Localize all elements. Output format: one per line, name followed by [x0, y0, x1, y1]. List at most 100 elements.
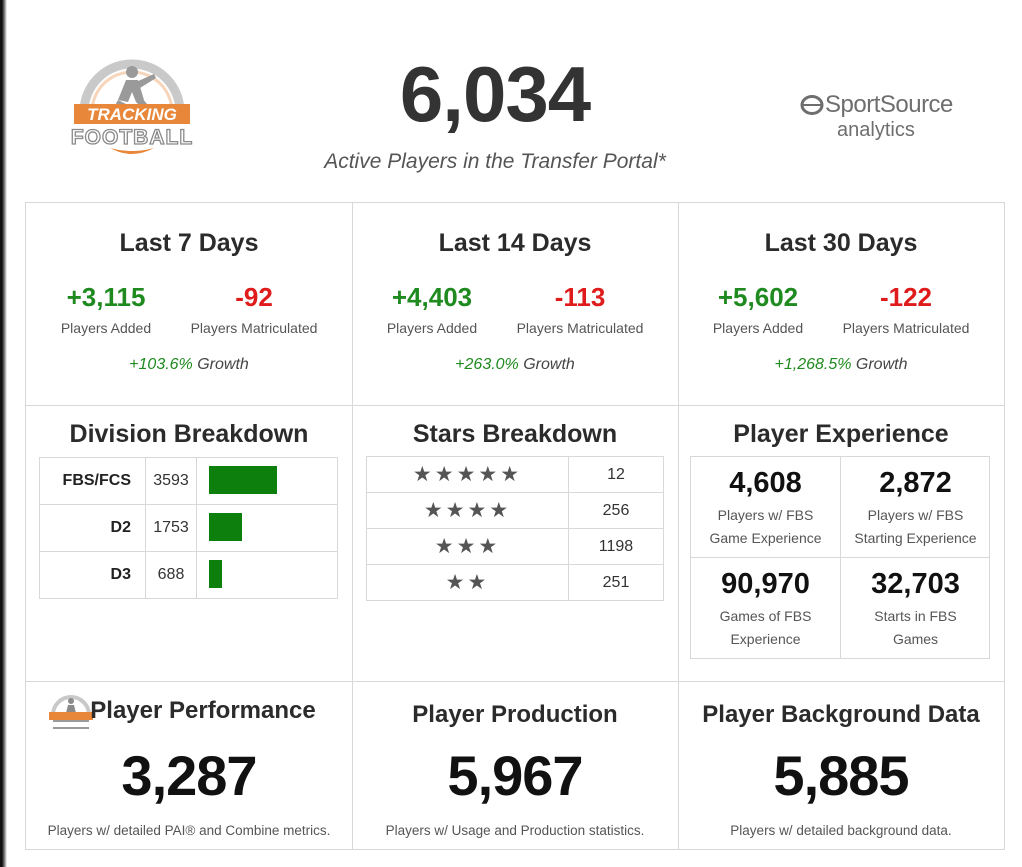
- division-bar: [209, 560, 222, 588]
- grid-divider: [26, 681, 1004, 682]
- players-added-value: +3,115: [66, 282, 146, 312]
- period-title: Last 7 Days: [119, 229, 259, 257]
- experience-value: 90,970: [721, 568, 810, 600]
- division-bar-cell: [196, 457, 338, 505]
- player-production-value: 5,967: [447, 744, 583, 807]
- experience-label-line1: Games of FBS: [719, 608, 812, 624]
- period-card-7-days: Last 7 Days +3,115 Players Added -92 Pla…: [26, 203, 352, 405]
- division-breakdown-title: Division Breakdown: [69, 420, 309, 448]
- division-bar-cell: [196, 504, 338, 552]
- experience-stat: 32,703 Starts in FBS Games: [841, 558, 990, 658]
- experience-stat: 2,872 Players w/ FBS Starting Experience: [841, 457, 990, 557]
- grid-divider: [26, 405, 1004, 406]
- players-added-label: Players Added: [60, 320, 152, 336]
- player-performance-value: 3,287: [121, 744, 257, 807]
- grid-divider: [691, 557, 989, 558]
- division-count: 688: [145, 551, 197, 599]
- experience-label-line1: Players w/ FBS: [717, 507, 814, 523]
- player-performance-card: Player Performance 3,287 Players w/ deta…: [26, 681, 352, 849]
- table-row: ★★★ 1198: [366, 528, 664, 565]
- player-production-title: Player Production: [412, 701, 618, 728]
- growth-word: Growth: [523, 356, 575, 373]
- window-edge: [0, 0, 7, 867]
- grid-divider: [678, 203, 679, 849]
- experience-value: 32,703: [871, 568, 960, 600]
- table-row: D2 1753: [39, 504, 338, 552]
- sportsource-name: SportSource: [825, 91, 953, 118]
- experience-label-line2: Game Experience: [709, 530, 822, 546]
- players-matriculated-label: Players Matriculated: [190, 320, 318, 336]
- table-row: FBS/FCS 3593: [39, 457, 338, 505]
- players-added-label: Players Added: [712, 320, 804, 336]
- period-title: Last 14 Days: [438, 229, 592, 257]
- growth-text: +1,268.5% Growth: [678, 356, 1004, 374]
- experience-grid: 4,608 Players w/ FBS Game Experience 2,87…: [690, 456, 990, 659]
- star-count: 1198: [568, 528, 664, 565]
- stats-grid: Last 7 Days +3,115 Players Added -92 Pla…: [25, 202, 1005, 850]
- stars-breakdown-title: Stars Breakdown: [412, 420, 618, 448]
- division-bar: [209, 513, 242, 541]
- stars-table: ★★★★★ 12 ★★★★ 256 ★★★ 1198 ★★ 251: [366, 456, 664, 601]
- division-count: 3593: [145, 457, 197, 505]
- star-count: 12: [568, 456, 664, 493]
- table-row: ★★ 251: [366, 564, 664, 601]
- experience-stat: 90,970 Games of FBS Experience: [691, 558, 840, 658]
- period-card-30-days: Last 30 Days +5,602 Players Added -122 P…: [678, 203, 1004, 405]
- star-rating-icon: ★★★: [366, 528, 569, 565]
- period-title: Last 30 Days: [764, 229, 918, 257]
- growth-text: +103.6% Growth: [26, 356, 352, 374]
- period-card-14-days: Last 14 Days +4,403 Players Added -113 P…: [352, 203, 678, 405]
- experience-label-line2: Starting Experience: [854, 530, 977, 546]
- experience-label-line1: Starts in FBS: [874, 608, 957, 624]
- players-matriculated-value: -122: [879, 282, 933, 312]
- growth-value: +1,268.5%: [774, 356, 852, 373]
- experience-value: 4,608: [729, 467, 802, 499]
- division-name: D2: [39, 504, 146, 552]
- division-bar: [209, 466, 277, 494]
- growth-word: Growth: [197, 356, 249, 373]
- players-matriculated-label: Players Matriculated: [842, 320, 970, 336]
- experience-label-line2: Experience: [730, 631, 801, 647]
- player-background-label: Players w/ detailed background data.: [730, 823, 952, 838]
- growth-text: +263.0% Growth: [352, 356, 678, 374]
- growth-value: +263.0%: [455, 356, 519, 373]
- experience-value: 2,872: [879, 467, 952, 499]
- player-experience-card: Player Experience 4,608 Players w/ FBS Ga…: [678, 405, 1004, 681]
- division-breakdown-card: Division Breakdown FBS/FCS 3593 D2 1753 …: [26, 405, 352, 681]
- players-added-value: +5,602: [717, 282, 799, 312]
- player-performance-title: Player Performance: [90, 697, 316, 724]
- table-row: ★★★★★ 12: [366, 456, 664, 493]
- player-background-title: Player Background Data: [702, 701, 980, 728]
- sportsource-mark-icon: [800, 95, 824, 115]
- players-matriculated-label: Players Matriculated: [516, 320, 644, 336]
- players-added-value: +4,403: [391, 282, 473, 312]
- experience-label-line1: Players w/ FBS: [867, 507, 964, 523]
- tracking-football-logo: TRACKING FOOTBALL: [70, 52, 194, 158]
- experience-label-line2: Games: [892, 631, 939, 647]
- players-matriculated-value: -92: [235, 282, 273, 312]
- division-name: FBS/FCS: [39, 457, 146, 505]
- star-count: 256: [568, 492, 664, 529]
- growth-value: +103.6%: [129, 356, 193, 373]
- page-subtitle: Active Players in the Transfer Portal*: [324, 150, 666, 173]
- player-background-card: Player Background Data 5,885 Players w/ …: [678, 681, 1004, 849]
- player-performance-label: Players w/ detailed PAI® and Combine met…: [47, 823, 331, 838]
- player-background-value: 5,885: [773, 744, 909, 807]
- player-production-label: Players w/ Usage and Production statisti…: [385, 823, 645, 838]
- division-table: FBS/FCS 3593 D2 1753 D3 688: [39, 457, 338, 599]
- player-experience-title: Player Experience: [733, 420, 949, 448]
- logo-text-tracking: TRACKING: [87, 105, 177, 124]
- total-players-count: 6,034: [399, 50, 591, 138]
- division-name: D3: [39, 551, 146, 599]
- stars-breakdown-card: Stars Breakdown ★★★★★ 12 ★★★★ 256 ★★★ 11…: [352, 405, 678, 681]
- star-count: 251: [568, 564, 664, 601]
- table-row: D3 688: [39, 551, 338, 599]
- star-rating-icon: ★★★★: [366, 492, 569, 529]
- players-matriculated-value: -113: [554, 282, 606, 312]
- star-rating-icon: ★★: [366, 564, 569, 601]
- table-row: ★★★★ 256: [366, 492, 664, 529]
- grid-divider: [352, 203, 353, 849]
- sportsource-logo: SportSource analytics: [800, 91, 980, 141]
- division-bar-cell: [196, 551, 338, 599]
- player-production-card: Player Production 5,967 Players w/ Usage…: [352, 681, 678, 849]
